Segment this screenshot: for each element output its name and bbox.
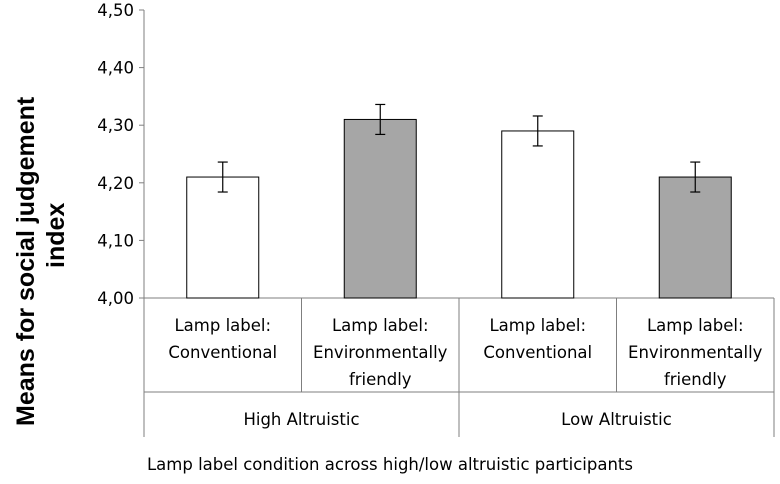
y-tick-label: 4,40 <box>97 59 134 78</box>
x-tick-label: Environmentally <box>313 343 448 362</box>
group-label: High Altruistic <box>243 410 359 429</box>
bar <box>501 130 575 299</box>
y-tick-label: 4,10 <box>97 231 134 250</box>
x-tick-label: friendly <box>664 370 727 389</box>
x-axis-title: Lamp label condition across high/low alt… <box>146 455 633 474</box>
x-tick-label: Conventional <box>483 343 592 362</box>
x-tick-label: Lamp label: <box>174 316 271 335</box>
x-tick-label: Conventional <box>168 343 277 362</box>
x-tick-label: Lamp label: <box>489 316 586 335</box>
x-tick-label: Environmentally <box>628 343 763 362</box>
bar <box>186 176 260 299</box>
group-label: Low Altruistic <box>561 410 672 429</box>
y-tick-label: 4,00 <box>97 289 134 308</box>
y-tick-label: 4,30 <box>97 116 134 135</box>
x-tick-label: Lamp label: <box>332 316 429 335</box>
bar <box>343 118 417 299</box>
y-tick-label: 4,20 <box>97 174 134 193</box>
x-tick-label: Lamp label: <box>647 316 744 335</box>
x-tick-label: friendly <box>349 370 412 389</box>
y-tick-label: 4,50 <box>97 1 134 20</box>
bar <box>658 176 732 299</box>
